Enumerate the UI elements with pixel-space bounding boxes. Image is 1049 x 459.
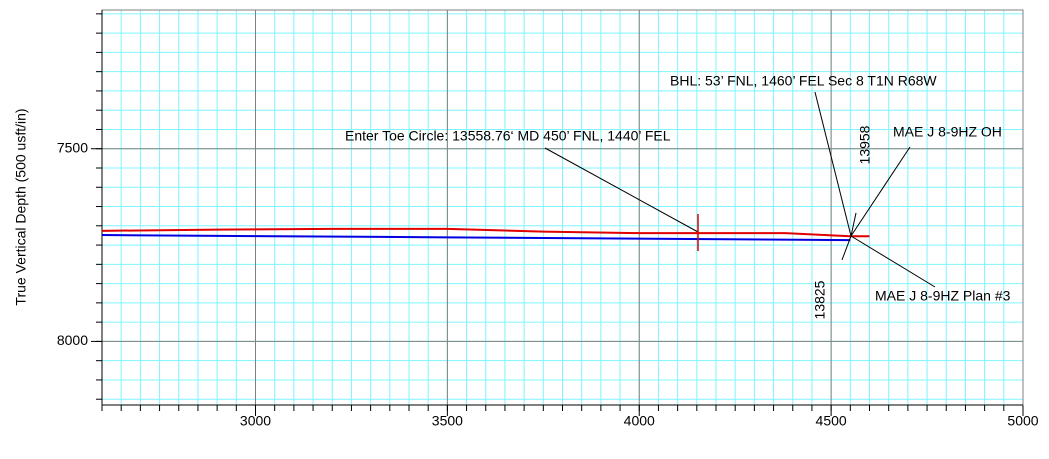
annotation: BHL: 53’ FNL, 1460’ FEL Sec 8 T1N R68W (670, 73, 937, 89)
y-tick-label: 8000 (57, 332, 88, 348)
x-tick-label: 4000 (624, 413, 655, 429)
annotation: 13825 (812, 280, 828, 319)
annotation: 13958 (857, 125, 873, 164)
y-axis-label: True Vertical Depth (500 usft/in) (13, 108, 29, 305)
annotation: Enter Toe Circle: 13558.76‘ MD 450’ FNL,… (345, 128, 671, 144)
series-line (101, 234, 851, 242)
x-tick-label: 3000 (240, 413, 271, 429)
x-tick-label: 5000 (1007, 413, 1038, 429)
leader-line (841, 235, 852, 261)
leader-line (814, 91, 852, 237)
leader-line (850, 212, 857, 237)
series-line (101, 227, 870, 238)
legend-entry: MAE J 8-9HZ OH (893, 124, 1002, 140)
x-tick-label: 4500 (816, 413, 847, 429)
legend-entry: MAE J 8-9HZ Plan #3 (875, 288, 1011, 304)
y-tick-label: 7500 (57, 139, 88, 155)
leader-line (544, 147, 699, 233)
leader-line (850, 146, 911, 237)
leader-line (850, 235, 936, 288)
x-tick-label: 3500 (432, 413, 463, 429)
